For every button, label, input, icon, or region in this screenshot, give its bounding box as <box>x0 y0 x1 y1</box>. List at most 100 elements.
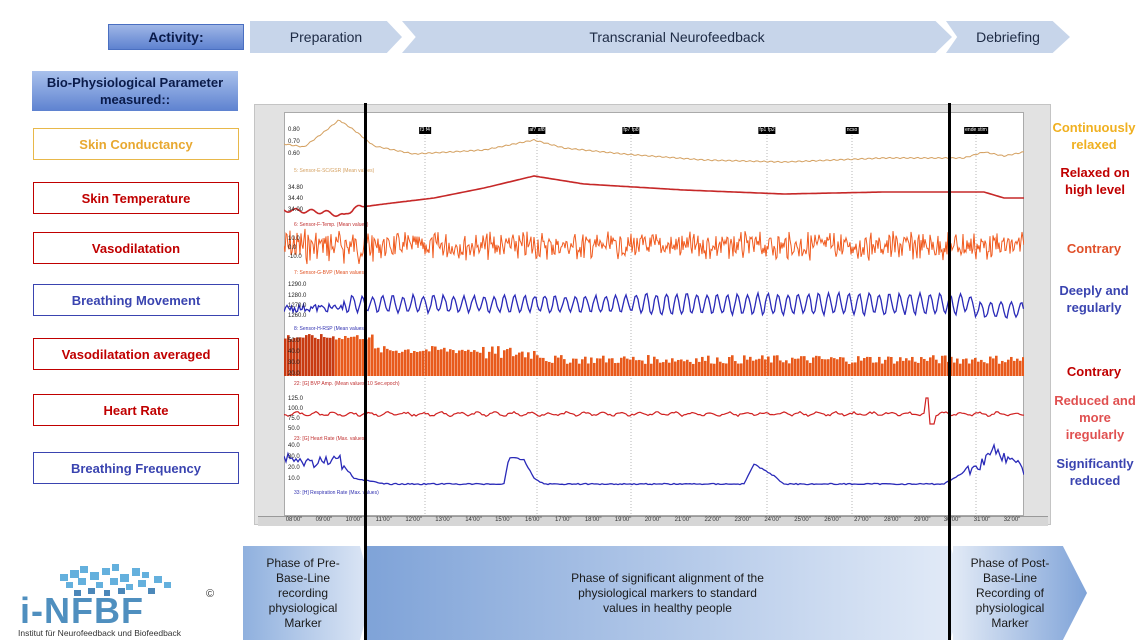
bvp-amp-bar <box>371 334 374 376</box>
channel-label: 6: Sensor-F-Temp. (Mean values) <box>294 222 369 228</box>
bvp-amp-bar <box>854 362 857 376</box>
bvp-amp-bar <box>851 362 854 376</box>
time-tick-label: 09'00" <box>315 517 333 523</box>
bvp-amp-bar <box>428 351 431 376</box>
bvp-amp-bar <box>320 334 323 376</box>
event-marker: fp7 fp8 <box>622 127 640 134</box>
bvp-amp-bar <box>875 362 878 376</box>
bvp-amp-bar <box>362 339 365 376</box>
time-tick-label: 14'00" <box>465 517 482 523</box>
bvp-amp-bar <box>968 363 971 376</box>
time-tick-label: 25'00" <box>794 517 811 523</box>
bvp-amp-bar <box>857 356 860 376</box>
bvp-amp-bar <box>341 339 344 376</box>
result-heart-rate: Reduced and more iregularly <box>1054 393 1136 442</box>
bvp-amp-bar <box>920 357 923 376</box>
bvp-amp-bar <box>527 352 530 376</box>
param-label: Skin Temperature <box>81 190 191 206</box>
ytick: 30.0 <box>288 360 300 366</box>
ytick: 40.0 <box>288 443 300 449</box>
bvp-amp-bar <box>566 363 569 376</box>
bvp-amp-bar <box>941 355 944 376</box>
bvp-amp-bar <box>419 351 422 376</box>
bvp-amp-bar <box>983 362 986 376</box>
phase-preparation: Preparation <box>250 21 402 53</box>
bvp-amp-bar <box>356 335 359 376</box>
bvp-amp-bar <box>938 363 941 376</box>
bvp-amp-bar <box>908 360 911 376</box>
trace-respiration-rate <box>284 442 1024 486</box>
bvp-amp-bar <box>695 358 698 376</box>
bvp-amp-bar <box>389 350 392 376</box>
bvp-amp-bar <box>911 356 914 376</box>
bvp-amp-bar <box>839 357 842 376</box>
bvp-amp-bar <box>821 359 824 376</box>
bvp-amp-bar <box>338 337 341 376</box>
bvp-amp-bar <box>458 350 461 376</box>
bvp-amp-bar <box>971 359 974 376</box>
bvp-amp-bar <box>881 363 884 376</box>
bvp-amp-bar <box>404 349 407 376</box>
bvp-amp-bar <box>674 361 677 376</box>
result-skin-temperature: Relaxed on high level <box>1060 165 1130 197</box>
bvp-amp-bar <box>539 357 542 376</box>
param-breathing-movement: Breathing Movement <box>33 284 239 316</box>
ytick: 20.0 <box>288 465 300 471</box>
bvp-amp-bar <box>296 337 299 376</box>
bvp-amp-bar <box>626 358 629 376</box>
bvp-amp-bar <box>806 360 809 376</box>
phase-alignment-text: Phase of significant alignment of the ph… <box>571 570 764 615</box>
bvp-amp-bar <box>893 363 896 376</box>
phase-divider-end <box>948 103 951 640</box>
bvp-amp-bar <box>803 356 806 376</box>
bvp-amp-bar <box>410 352 413 376</box>
bvp-amp-bar <box>377 347 380 376</box>
bvp-amp-bar <box>530 358 533 376</box>
time-tick-label: 27'00" <box>854 517 871 523</box>
bvp-amp-bar <box>824 359 827 376</box>
bvp-amp-bar <box>788 363 791 376</box>
bvp-amp-bar <box>461 349 464 376</box>
bvp-amp-bar <box>671 358 674 376</box>
bvp-amp-bar <box>794 358 797 376</box>
bvp-amp-bar <box>584 356 587 376</box>
time-tick-label: 30'00" <box>943 517 961 523</box>
bvp-amp-bar <box>611 358 614 376</box>
bvp-amp-bar <box>488 351 491 376</box>
bvp-amp-bar <box>368 337 371 376</box>
ytick: 10.0 <box>288 476 300 482</box>
bvp-amp-bar <box>452 350 455 376</box>
param-vasodilatation-averaged: Vasodilatation averaged <box>33 338 239 370</box>
channel-label: 5: Sensor-E-SC/GSR (Mean values) <box>294 168 375 174</box>
bvp-amp-bar <box>311 335 314 376</box>
param-label: Breathing Frequency <box>70 460 202 476</box>
bvp-amp-bar <box>677 359 680 376</box>
bvp-amp-bar <box>374 348 377 376</box>
bvp-amp-bar <box>782 362 785 376</box>
time-tick-label: 08'00" <box>285 517 303 523</box>
bvp-amp-bar <box>290 339 293 376</box>
result-vasodilatation-averaged: Contrary <box>1066 364 1122 379</box>
ytick: 50.0 <box>288 426 300 432</box>
bvp-amp-bar <box>734 361 737 376</box>
bvp-amp-bar <box>449 349 452 376</box>
bvp-amp-bar <box>536 355 539 376</box>
bvp-amp-bar <box>644 363 647 376</box>
bvp-amp-bar <box>497 346 500 376</box>
bvp-amp-bar <box>914 361 917 376</box>
ytick: 20.0 <box>288 371 300 377</box>
logo-subtitle: Institut für Neurofeedback und Biofeedba… <box>18 628 182 638</box>
bvp-amp-bar <box>869 357 872 376</box>
channel-label: 8: Sensor-H-RSP (Mean values) <box>294 326 366 332</box>
param-label: Breathing Movement <box>71 292 201 308</box>
time-tick-label: 15'00" <box>495 517 512 523</box>
time-axis: 08'00" 09'00" 10'00" 11'00" 12'00" 13'00" 14'0… <box>258 516 1048 526</box>
bvp-amp-bar <box>629 359 632 376</box>
bvp-amp-bar <box>437 349 440 376</box>
bvp-amp-bar <box>740 363 743 376</box>
bvp-amp-bar <box>443 347 446 376</box>
ytick: 1280.0 <box>288 293 307 299</box>
bvp-amp-bar <box>407 349 410 376</box>
bvp-amp-bar <box>692 363 695 376</box>
bvp-amp-bar <box>476 351 479 376</box>
